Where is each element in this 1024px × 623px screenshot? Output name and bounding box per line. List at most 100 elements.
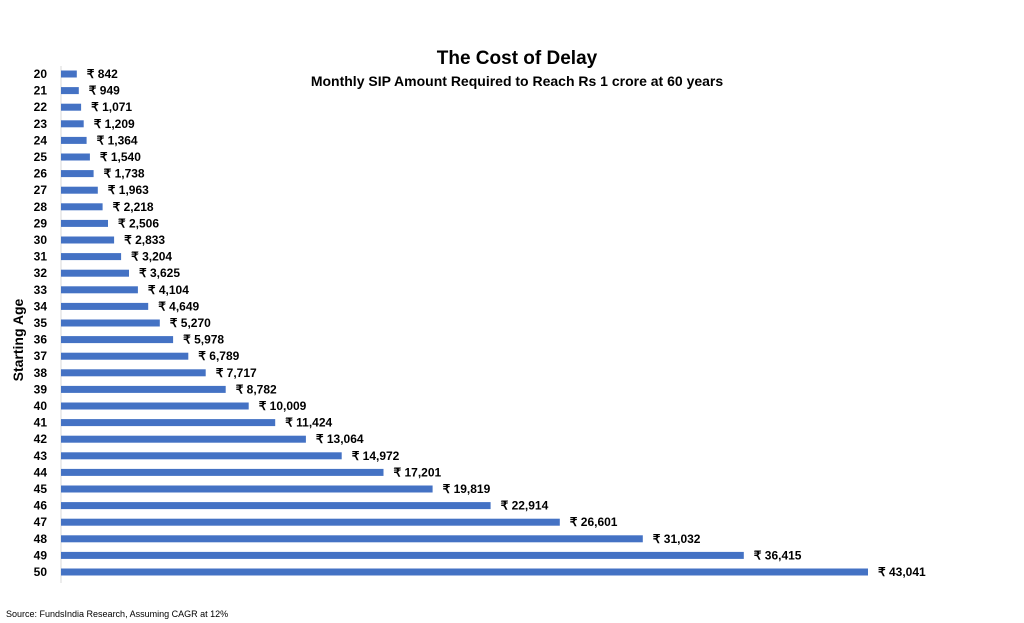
data-label: ₹ 13,064 — [316, 432, 364, 446]
y-tick-label: 28 — [34, 200, 48, 214]
y-tick-label: 31 — [34, 250, 48, 264]
bar-age-43 — [61, 452, 342, 460]
bar-age-28 — [61, 203, 103, 211]
bar-age-30 — [61, 236, 115, 244]
y-axis-label: Starting Age — [10, 298, 26, 381]
bar-age-37 — [61, 352, 189, 360]
bar-age-45 — [61, 485, 433, 493]
data-label: ₹ 3,625 — [139, 266, 180, 280]
y-tick-label: 34 — [34, 299, 48, 313]
bar-age-36 — [61, 336, 174, 344]
data-label: ₹ 14,972 — [352, 449, 400, 463]
data-label: ₹ 7,717 — [216, 366, 257, 380]
y-tick-label: 36 — [34, 333, 48, 347]
y-tick-label: 24 — [34, 133, 48, 147]
y-tick-label: 26 — [34, 167, 48, 181]
data-label: ₹ 1,738 — [104, 167, 145, 181]
y-tick-label: 20 — [34, 67, 48, 81]
data-label: ₹ 2,218 — [113, 200, 154, 214]
data-label: ₹ 8,782 — [236, 382, 277, 396]
data-label: ₹ 5,270 — [170, 316, 211, 330]
bar-age-48 — [61, 535, 643, 543]
bar-age-44 — [61, 468, 384, 476]
source-note: Source: FundsIndia Research, Assuming CA… — [6, 609, 229, 619]
bar-age-49 — [61, 551, 744, 559]
data-label: ₹ 6,789 — [198, 349, 239, 363]
bars-group — [61, 70, 868, 576]
data-label: ₹ 2,833 — [124, 233, 165, 247]
data-label: ₹ 22,914 — [501, 499, 549, 513]
y-tick-label: 23 — [34, 117, 48, 131]
data-label: ₹ 1,364 — [97, 133, 138, 147]
y-tick-label: 32 — [34, 266, 48, 280]
bar-age-38 — [61, 369, 206, 377]
data-label: ₹ 26,601 — [570, 515, 618, 529]
y-tick-label: 29 — [34, 216, 48, 230]
chart-subtitle: Monthly SIP Amount Required to Reach Rs … — [311, 73, 724, 89]
bar-age-23 — [61, 120, 84, 128]
bar-age-21 — [61, 87, 79, 95]
bar-age-26 — [61, 170, 94, 178]
bar-age-33 — [61, 286, 138, 294]
y-tick-label: 30 — [34, 233, 48, 247]
data-label: ₹ 5,978 — [183, 333, 224, 347]
data-label: ₹ 19,819 — [443, 482, 491, 496]
y-tick-label: 46 — [34, 499, 48, 513]
bar-age-46 — [61, 502, 491, 510]
data-label: ₹ 2,506 — [118, 216, 159, 230]
data-labels: ₹ 842 ₹ 949 ₹ 1,071 ₹ 1,209 ₹ 1,364 ₹ 1,540 ₹ … — [87, 67, 926, 579]
data-label: ₹ 1,540 — [100, 150, 141, 164]
bar-age-20 — [61, 70, 77, 78]
bar-age-34 — [61, 302, 149, 310]
bar-age-25 — [61, 153, 90, 161]
bar-age-32 — [61, 269, 129, 277]
y-tick-label: 48 — [34, 532, 48, 546]
bar-age-35 — [61, 319, 160, 327]
y-tick-label: 45 — [34, 482, 48, 496]
data-label: ₹ 1,071 — [91, 100, 132, 114]
data-label: ₹ 11,424 — [285, 416, 332, 430]
data-label: ₹ 1,209 — [94, 117, 135, 131]
bar-age-22 — [61, 103, 82, 111]
y-tick-label: 33 — [34, 283, 48, 297]
data-label: ₹ 36,415 — [754, 548, 802, 562]
y-tick-label: 22 — [34, 100, 48, 114]
data-label: ₹ 842 — [87, 67, 118, 81]
data-label: ₹ 31,032 — [653, 532, 701, 546]
y-tick-label: 44 — [34, 465, 48, 479]
data-label: ₹ 4,104 — [148, 283, 189, 297]
data-label: ₹ 949 — [89, 84, 120, 98]
bar-age-31 — [61, 253, 122, 261]
bar-age-47 — [61, 518, 560, 526]
y-tick-label: 38 — [34, 366, 48, 380]
chart-title: The Cost of Delay — [437, 48, 598, 69]
bar-age-40 — [61, 402, 249, 410]
y-tick-label: 25 — [34, 150, 48, 164]
bar-age-39 — [61, 385, 226, 393]
y-tick-label: 41 — [34, 416, 48, 430]
data-label: ₹ 43,041 — [878, 565, 926, 579]
y-tick-label: 35 — [34, 316, 48, 330]
y-tick-label: 37 — [34, 349, 48, 363]
data-label: ₹ 1,963 — [108, 183, 149, 197]
y-tick-label: 27 — [34, 183, 48, 197]
y-tick-label: 40 — [34, 399, 48, 413]
bar-age-41 — [61, 419, 276, 427]
bar-age-24 — [61, 136, 87, 144]
bar-age-27 — [61, 186, 98, 194]
bar-age-42 — [61, 435, 306, 443]
data-label: ₹ 10,009 — [259, 399, 307, 413]
y-tick-labels: 20 21 22 23 24 25 26 27 28 29 30 31 32 33 34 35 36 37 38 39… — [34, 67, 48, 579]
y-tick-label: 43 — [34, 449, 48, 463]
y-tick-label: 50 — [34, 565, 48, 579]
data-label: ₹ 17,201 — [394, 465, 442, 479]
bar-age-50 — [61, 568, 868, 576]
y-tick-label: 42 — [34, 432, 48, 446]
y-tick-label: 39 — [34, 382, 48, 396]
y-tick-label: 49 — [34, 548, 48, 562]
data-label: ₹ 4,649 — [158, 299, 199, 313]
y-tick-label: 47 — [34, 515, 48, 529]
y-tick-label: 21 — [34, 84, 48, 98]
bar-age-29 — [61, 219, 108, 227]
